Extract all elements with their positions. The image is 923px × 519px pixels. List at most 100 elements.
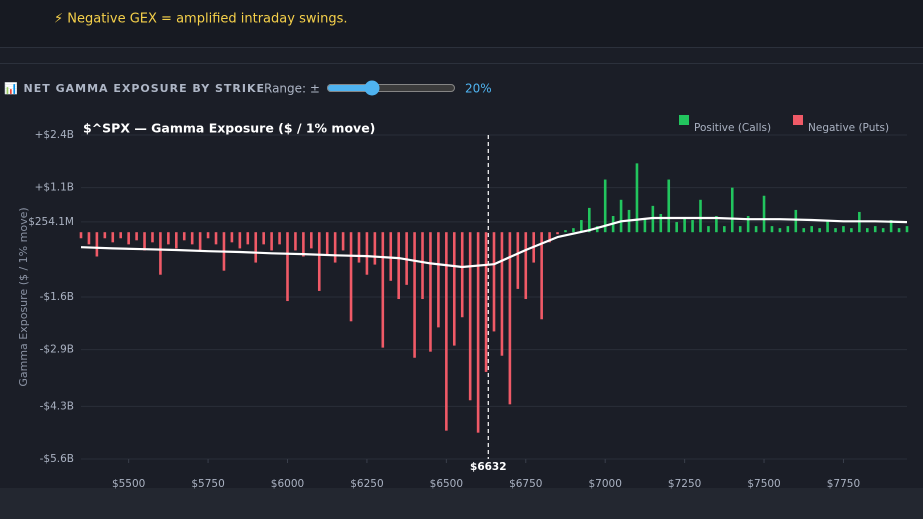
bar bbox=[238, 232, 242, 249]
bar bbox=[730, 187, 734, 233]
bar bbox=[548, 232, 551, 243]
bar bbox=[87, 232, 91, 245]
bar bbox=[802, 228, 806, 233]
bar bbox=[421, 232, 424, 300]
bar bbox=[445, 232, 448, 431]
bar bbox=[111, 232, 115, 243]
bar bbox=[365, 232, 369, 275]
bar bbox=[588, 207, 591, 233]
x-tick-label: $7250 bbox=[668, 478, 701, 490]
bar bbox=[349, 232, 353, 322]
bar bbox=[182, 232, 186, 241]
bar bbox=[79, 232, 83, 239]
x-tick-label: $5500 bbox=[112, 478, 145, 490]
bar bbox=[540, 232, 543, 320]
x-tick-label: $6000 bbox=[271, 478, 304, 490]
bar bbox=[286, 232, 289, 302]
bar bbox=[254, 232, 258, 263]
bar bbox=[659, 213, 663, 233]
bar bbox=[278, 232, 281, 245]
bar bbox=[707, 226, 710, 233]
y-tick-label: -$4.3B bbox=[40, 400, 74, 412]
bar bbox=[381, 232, 385, 348]
x-tick-label: $6250 bbox=[350, 478, 383, 490]
bar bbox=[691, 220, 694, 233]
bar bbox=[198, 232, 202, 251]
bar bbox=[127, 232, 130, 245]
bar bbox=[699, 199, 702, 233]
bar bbox=[786, 226, 790, 233]
range-slider[interactable] bbox=[326, 80, 456, 96]
footer-bg bbox=[0, 488, 923, 519]
bar bbox=[135, 232, 138, 241]
bar bbox=[715, 216, 718, 233]
bar bbox=[762, 195, 766, 233]
bar bbox=[230, 232, 234, 243]
bar bbox=[508, 232, 512, 405]
trend-line bbox=[80, 216, 908, 269]
bar bbox=[214, 232, 218, 245]
chart-title: $^SPX — Gamma Exposure ($ / 1% move) bbox=[83, 121, 375, 136]
bar bbox=[873, 226, 877, 233]
x-tick-label: $6750 bbox=[509, 478, 542, 490]
bar bbox=[206, 232, 210, 239]
x-tick-label: $7750 bbox=[827, 478, 860, 490]
range-value: 20% bbox=[465, 82, 492, 96]
bar bbox=[826, 220, 829, 233]
bar bbox=[302, 232, 305, 257]
y-tick-label: $254.1M bbox=[28, 216, 74, 228]
bar bbox=[159, 232, 162, 275]
bar bbox=[723, 226, 726, 233]
bar bbox=[333, 232, 337, 263]
bar bbox=[580, 220, 583, 233]
bar bbox=[675, 222, 678, 233]
legend-label: Positive (Calls) bbox=[694, 122, 771, 134]
y-tick-label: -$2.9B bbox=[40, 344, 74, 356]
bar bbox=[834, 228, 837, 233]
bar bbox=[500, 232, 504, 356]
bar bbox=[778, 228, 782, 233]
bar bbox=[905, 226, 909, 233]
bar bbox=[325, 232, 329, 255]
bar bbox=[143, 232, 146, 251]
bar bbox=[190, 232, 194, 245]
y-tick-label: +$1.1B bbox=[35, 182, 74, 194]
bar bbox=[452, 232, 456, 346]
y-tick-label: +$2.4B bbox=[35, 129, 74, 141]
y-axis-label: Gamma Exposure ($ / 1% move) bbox=[17, 207, 30, 386]
bar bbox=[667, 179, 671, 233]
bar bbox=[341, 232, 345, 251]
bar bbox=[119, 232, 123, 239]
bar bbox=[270, 232, 273, 251]
bar bbox=[619, 199, 623, 233]
bar bbox=[175, 232, 178, 249]
bar bbox=[897, 228, 901, 233]
bar bbox=[794, 209, 798, 233]
y-tick-label: -$5.6B bbox=[40, 453, 74, 465]
banner-text: ⚡ Negative GEX = amplified intraday swin… bbox=[54, 12, 347, 27]
bar bbox=[429, 232, 432, 352]
spot-label: $6632 bbox=[470, 461, 507, 473]
bar bbox=[262, 232, 265, 245]
bar bbox=[95, 232, 99, 257]
bar bbox=[437, 232, 440, 328]
bar bbox=[103, 232, 107, 239]
x-tick-label: $7500 bbox=[747, 478, 780, 490]
bar bbox=[850, 228, 853, 233]
bar bbox=[564, 230, 567, 233]
bar bbox=[397, 232, 400, 300]
bar bbox=[683, 218, 686, 233]
bar bbox=[413, 232, 416, 358]
bar bbox=[754, 226, 758, 233]
x-tick-label: $5750 bbox=[191, 478, 224, 490]
x-tick-label: $6500 bbox=[430, 478, 463, 490]
bar bbox=[556, 232, 559, 235]
bar bbox=[881, 228, 885, 233]
bar bbox=[889, 220, 893, 233]
bar bbox=[865, 228, 869, 233]
bar bbox=[460, 232, 464, 318]
legend-swatch bbox=[679, 115, 689, 125]
bar bbox=[635, 163, 639, 233]
